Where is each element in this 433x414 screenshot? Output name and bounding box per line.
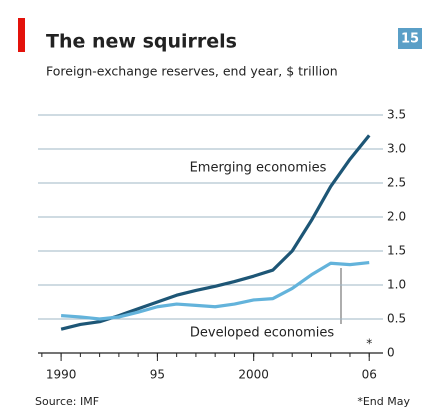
series-label: Developed economies <box>190 326 334 341</box>
x-tick-label: 95 <box>150 368 165 382</box>
y-tick-label: 3.5 <box>387 108 406 122</box>
badge <box>398 28 422 49</box>
x-tick-label: 1990 <box>46 368 77 382</box>
source: Source: IMF <box>35 395 99 408</box>
x-tick-label: 06 <box>362 368 377 382</box>
footnote-marker: * <box>366 337 372 351</box>
red-flag <box>18 18 25 52</box>
y-tick-label: 1.0 <box>387 278 406 292</box>
y-tick-label: 3.0 <box>387 142 406 156</box>
series-line <box>60 260 370 321</box>
badge-number: 15 <box>401 32 419 47</box>
chart-title: The new squirrels <box>46 31 237 53</box>
subtitle: Foreign-exchange reserves, end year, $ t… <box>46 64 338 79</box>
x-tick-label: 2000 <box>238 368 269 382</box>
y-tick-label: 2.0 <box>387 210 406 224</box>
y-tick-label: 0 <box>387 346 395 360</box>
y-tick-label: 2.5 <box>387 176 406 190</box>
y-tick-label: 0.5 <box>387 312 406 326</box>
y-tick-label: 1.5 <box>387 244 406 258</box>
note: *End May <box>357 395 410 408</box>
series-label: Emerging economies <box>190 161 327 176</box>
